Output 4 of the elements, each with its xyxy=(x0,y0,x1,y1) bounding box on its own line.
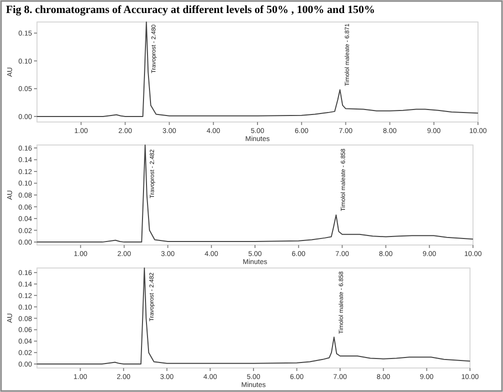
line-series xyxy=(36,22,478,117)
line-series xyxy=(36,144,474,243)
chart-title: Fig 8. chromatograms of Accuracy at different levels of 50% , 100% and 150% xyxy=(6,4,375,16)
line-series xyxy=(36,268,470,364)
